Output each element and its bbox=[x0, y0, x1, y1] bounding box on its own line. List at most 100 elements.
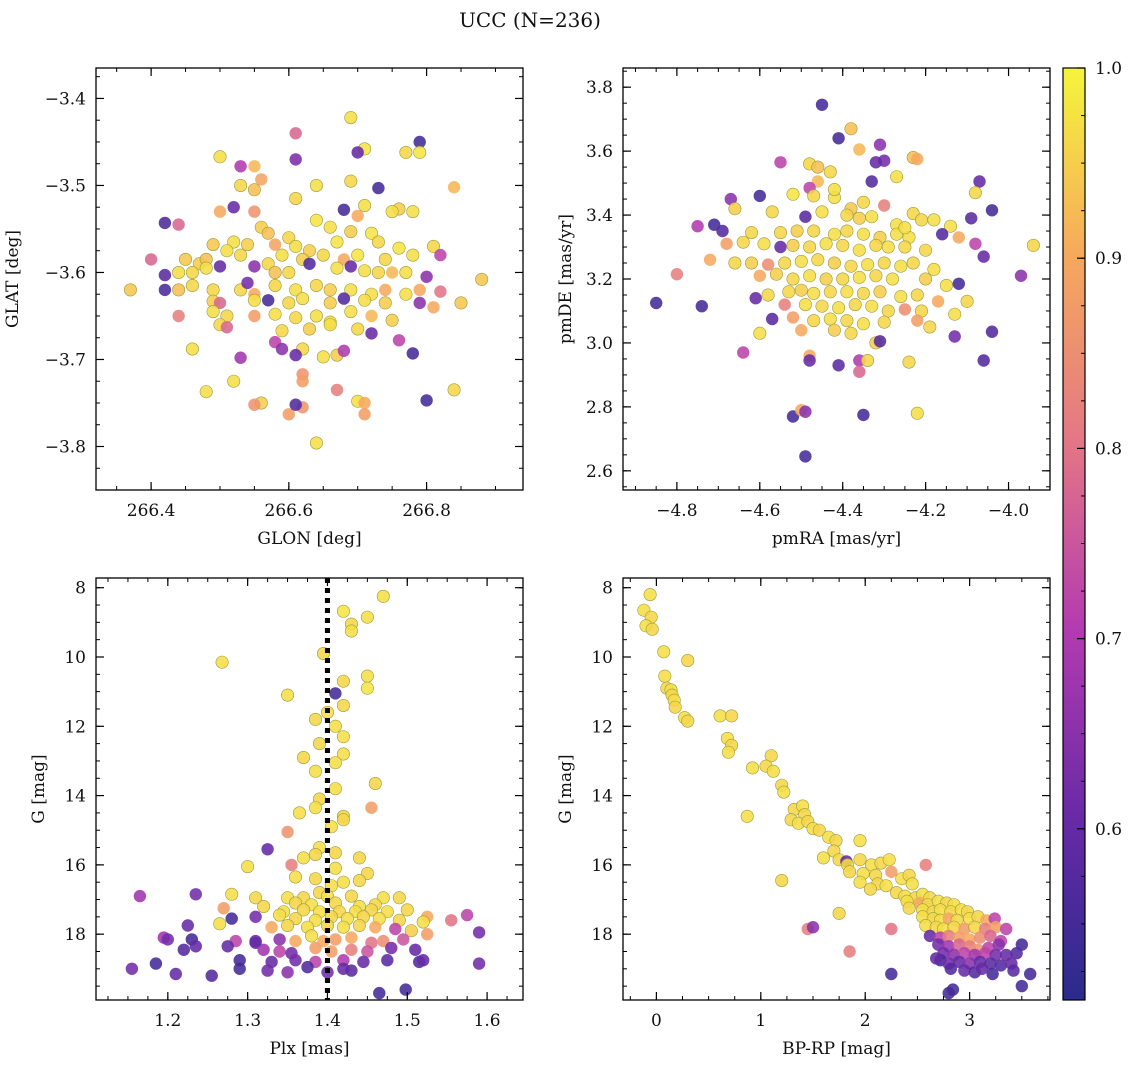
scatter-point bbox=[268, 265, 282, 279]
scatter-point bbox=[172, 265, 186, 279]
scatter-point bbox=[774, 240, 787, 254]
scatter-point bbox=[873, 138, 887, 151]
scatter-point bbox=[296, 292, 310, 306]
scatter-point bbox=[827, 323, 841, 337]
scatter-point bbox=[309, 309, 323, 323]
scatter-point bbox=[309, 213, 323, 227]
scatter-point bbox=[643, 588, 657, 602]
scatter-point bbox=[172, 309, 185, 323]
scatter-point bbox=[786, 238, 800, 252]
scatter-point bbox=[158, 283, 172, 297]
scatter-point bbox=[376, 589, 390, 603]
scatter-point bbox=[948, 307, 962, 321]
scatter-point bbox=[869, 238, 883, 252]
colorbar-tick-label: 0.6 bbox=[1095, 820, 1122, 840]
scatter-point bbox=[873, 335, 887, 348]
scatter-point bbox=[234, 248, 248, 262]
scatter-point bbox=[472, 926, 486, 939]
scatter-point bbox=[832, 301, 846, 315]
scatter-point bbox=[282, 265, 296, 279]
scatter-point bbox=[323, 318, 337, 332]
scatter-point bbox=[873, 285, 887, 299]
scatter-point bbox=[282, 296, 296, 310]
scatter-point bbox=[316, 350, 330, 364]
scatter-point bbox=[248, 160, 261, 173]
scatter-point bbox=[234, 160, 247, 173]
scatter-point bbox=[344, 624, 358, 638]
scatter-point bbox=[919, 243, 933, 257]
scatter-point bbox=[827, 227, 841, 241]
scatter-point bbox=[1007, 964, 1020, 977]
colorbar-tick-label: 0.8 bbox=[1095, 439, 1122, 459]
scatter-point bbox=[234, 351, 247, 364]
scatter-point bbox=[827, 183, 841, 197]
y-tick-label: 18 bbox=[591, 925, 613, 945]
scatter-point bbox=[206, 305, 220, 319]
colorbar-tick-label: 0.9 bbox=[1095, 249, 1122, 269]
scatter-point bbox=[703, 253, 717, 266]
scatter-point bbox=[308, 801, 322, 815]
scatter-point bbox=[221, 940, 234, 953]
scatter-point bbox=[247, 293, 261, 307]
x-tick-label: −4.0 bbox=[988, 501, 1029, 521]
scatter-point bbox=[803, 269, 817, 283]
scatter-point bbox=[737, 346, 750, 359]
scatter-point bbox=[911, 152, 924, 166]
scatter-point bbox=[865, 210, 879, 224]
scatter-point bbox=[185, 342, 199, 356]
scatter-point bbox=[181, 919, 194, 932]
scatter-point bbox=[133, 889, 147, 903]
scatter-point bbox=[973, 931, 987, 944]
y-tick-label: 2.8 bbox=[586, 398, 613, 418]
scatter-point bbox=[757, 237, 771, 251]
scatter-point bbox=[337, 962, 350, 975]
scatter-point bbox=[365, 801, 378, 814]
scatter-point bbox=[302, 244, 316, 258]
scatter-point bbox=[289, 348, 302, 362]
scatter-point bbox=[803, 354, 816, 367]
scatter-point bbox=[328, 846, 342, 860]
scatter-point bbox=[233, 954, 246, 967]
scatter-point bbox=[807, 189, 821, 203]
scatter-point bbox=[420, 270, 433, 283]
scatter-point bbox=[282, 408, 295, 421]
scatter-point bbox=[413, 296, 426, 310]
scatter-point bbox=[447, 383, 461, 397]
scatter-point bbox=[304, 929, 318, 943]
scatter-point bbox=[337, 954, 350, 967]
scatter-point bbox=[328, 719, 342, 733]
scatter-point bbox=[832, 906, 846, 920]
scatter-point bbox=[378, 252, 392, 266]
scatter-point bbox=[358, 293, 372, 307]
scatter-point bbox=[807, 314, 821, 328]
scatter-point bbox=[399, 287, 413, 301]
scatter-point bbox=[695, 300, 708, 313]
scatter-point bbox=[749, 292, 762, 305]
scatter-point bbox=[289, 283, 303, 297]
scatter-point bbox=[285, 858, 298, 872]
scatter-point bbox=[782, 285, 796, 299]
scatter-point bbox=[421, 928, 434, 941]
scatter-point bbox=[786, 272, 800, 286]
scatter-point bbox=[144, 253, 158, 266]
scatter-point bbox=[296, 750, 310, 764]
scatter-point bbox=[281, 825, 294, 839]
scatter-point bbox=[385, 941, 398, 955]
y-tick-label: 3.2 bbox=[586, 270, 613, 290]
scatter-point bbox=[811, 253, 825, 267]
scatter-point bbox=[213, 260, 227, 273]
scatter-point bbox=[292, 806, 306, 820]
panel-plx-g: 1.2 1.3 1.4 1.5 1.6 8 10 12 14 16 18 Plx [mas] G [ma… bbox=[29, 577, 524, 1059]
x-axis-label: pmRA [mas/yr] bbox=[772, 529, 901, 549]
scatter-point bbox=[351, 322, 365, 336]
y-tick-label: 14 bbox=[64, 787, 86, 807]
scatter-point bbox=[296, 851, 310, 865]
scatter-point bbox=[877, 315, 891, 329]
scatter-point bbox=[798, 298, 812, 312]
scatter-point bbox=[399, 265, 413, 279]
colorbar-gradient bbox=[1062, 67, 1086, 1001]
scatter-point bbox=[454, 296, 468, 310]
scatter-point bbox=[185, 278, 199, 292]
scatter-point bbox=[309, 941, 322, 955]
scatter-point bbox=[881, 240, 895, 254]
